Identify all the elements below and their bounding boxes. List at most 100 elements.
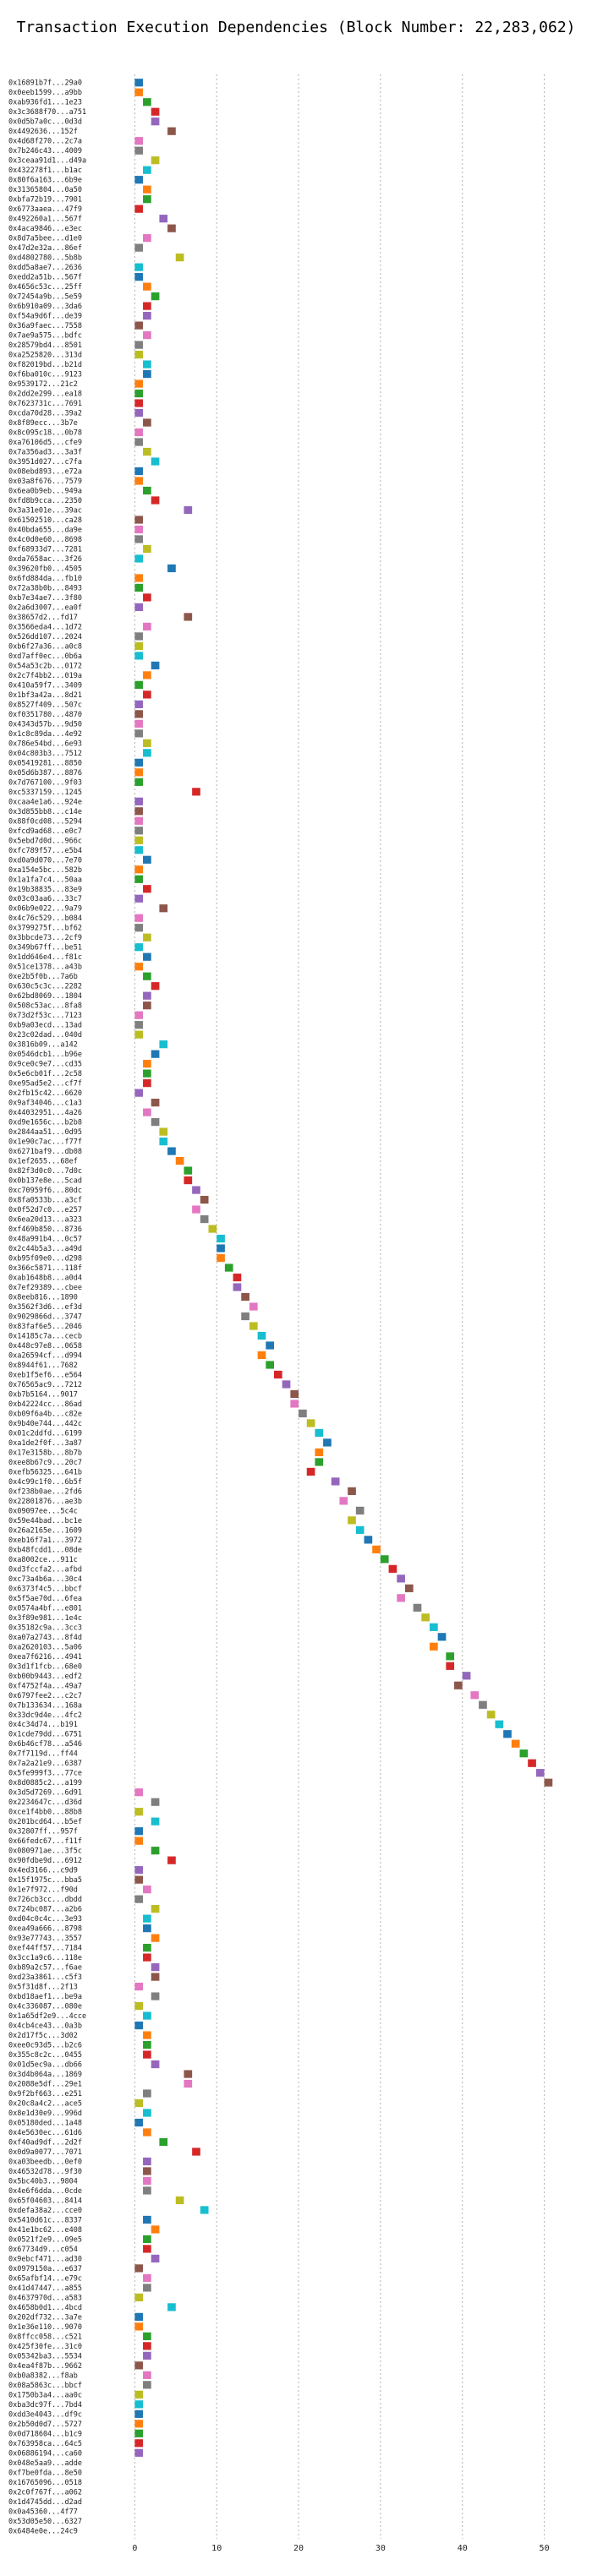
y-tick-label: 0x0b137e8e...5cad [8, 1177, 82, 1186]
y-tick-label: 0x4c34d74...b191 [8, 1721, 78, 1729]
y-tick-label: 0x508c53ac...8fa8 [8, 1002, 82, 1011]
dependency-bar [200, 2206, 209, 2214]
dependency-bar [479, 1700, 487, 1709]
dependency-bar [143, 418, 151, 427]
y-tick-label: 0x8eeb816...1890 [8, 1294, 78, 1302]
dependency-bar [192, 2148, 200, 2156]
dependency-bar [134, 535, 144, 543]
y-tick-label: 0x3d4b064a...1869 [8, 2071, 82, 2079]
y-tick-label: 0x4656c53c...25ff [8, 283, 82, 292]
dependency-bar [143, 360, 151, 368]
y-tick-label: 0x0574a4bf...e801 [8, 1604, 82, 1613]
dependency-bar [167, 224, 176, 232]
dependency-bar [134, 467, 144, 476]
dependency-bar [151, 1099, 160, 1107]
y-tick-label: 0xab1648b8...a0d4 [8, 1274, 82, 1283]
y-tick-label: 0xb09f6a4b...c82e [8, 1410, 82, 1418]
dependency-bar [134, 399, 144, 407]
dependency-bar [134, 846, 144, 854]
y-tick-label: 0xbfa72b19...7901 [8, 196, 82, 205]
y-tick-label: 0xd9e1656c...b2b8 [8, 1119, 82, 1127]
dependency-bar [233, 1283, 242, 1291]
y-tick-label: 0xc73a4b6a...30c4 [8, 1575, 82, 1584]
x-tick-label: 30 [375, 2544, 386, 2553]
y-tick-label: 0x17e3158b...8b7b [8, 1449, 82, 1457]
y-tick-label: 0x05419281...8850 [8, 759, 82, 767]
y-tick-label: 0x1ef2655...68ef [8, 1158, 78, 1166]
dependency-bar [495, 1720, 504, 1728]
y-tick-label: 0x0d718604...b1c9 [8, 2430, 82, 2438]
y-tick-label: 0x54a53c2b...0172 [8, 662, 82, 670]
y-tick-label: 0x08a5863c...bbcf [8, 2382, 82, 2390]
y-tick-label: 0x349b67ff...be51 [8, 944, 82, 952]
dependency-bar [159, 1138, 168, 1146]
x-tick-label: 40 [458, 2544, 468, 2553]
dependency-bar [151, 1817, 160, 1826]
dependency-bar [143, 302, 151, 310]
dependency-bar [134, 273, 144, 281]
dependency-bar [143, 2089, 151, 2098]
y-tick-label: 0xcaa4e1a6...924e [8, 798, 82, 806]
dependency-bar [143, 671, 151, 679]
y-tick-label: 0x0d9a0077...7071 [8, 2148, 82, 2157]
dependency-bar [143, 1914, 151, 1923]
y-tick-label: 0x6773aaea...47f9 [8, 205, 82, 214]
dependency-bar [290, 1389, 299, 1399]
y-tick-label: 0x080971ae...3f5c [8, 1847, 82, 1856]
dependency-bar [134, 428, 144, 437]
dependency-bar [134, 680, 144, 689]
dependency-bar [134, 146, 144, 155]
y-tick-label: 0xe95ad5e2...cf7f [8, 1080, 82, 1089]
y-tick-label: 0xf7be0fda...8e50 [8, 2469, 82, 2477]
dependency-bar [167, 2303, 176, 2311]
y-tick-label: 0x1c8c89da...4e92 [8, 730, 82, 739]
x-tick-label: 10 [211, 2544, 222, 2553]
y-tick-label: 0x2088e5df...29e1 [8, 2081, 82, 2089]
y-tick-label: 0x7a2a21e9...6387 [8, 1760, 82, 1768]
dependency-bar [143, 2273, 151, 2283]
dependency-bar [134, 924, 144, 932]
dependency-bar [134, 2439, 144, 2448]
dependency-bar [143, 2167, 151, 2175]
dependency-bar [134, 797, 144, 805]
dependency-bar [184, 1176, 193, 1185]
y-tick-label: 0xa03beedb...0ef0 [8, 2158, 82, 2166]
dependency-bar [159, 1040, 168, 1049]
y-tick-label: 0x201bcd64...b5ef [8, 1818, 82, 1826]
y-tick-label: 0x4aca9846...e3ec [8, 225, 82, 233]
y-tick-label: 0x3a31e01e...39ac [8, 506, 82, 515]
chart-title: Transaction Execution Dependencies (Bloc… [16, 19, 576, 36]
dependency-bar [175, 254, 184, 262]
dependency-bar [134, 2293, 144, 2301]
dependency-bar [151, 1798, 160, 1806]
y-tick-label: 0x16891b7f...29a0 [8, 79, 82, 88]
y-tick-label: 0x05180ded...1a48 [8, 2120, 82, 2128]
dependency-bar [200, 1195, 209, 1204]
dependency-bar [134, 2420, 144, 2428]
dependency-bar [143, 2342, 151, 2350]
y-tick-label: 0xd4802780...5b8b [8, 254, 82, 263]
dependency-bar [134, 865, 144, 874]
dependency-bar [143, 622, 151, 631]
dependency-bar [446, 1662, 455, 1670]
dependency-bar [249, 1322, 258, 1330]
y-tick-label: 0x59e44bad...bc1e [8, 1517, 82, 1525]
dependency-bar [134, 2001, 144, 2011]
dependency-bar [151, 1973, 160, 1981]
dependency-bar [184, 505, 193, 515]
dependency-bar [143, 2176, 151, 2186]
y-tick-label: 0xf68933d7...7281 [8, 545, 82, 554]
dependency-bar [364, 1536, 373, 1544]
y-tick-label: 0x8944f61...7682 [8, 1362, 78, 1370]
y-tick-label: 0x9ce0c9e7...cd35 [8, 1061, 82, 1069]
dependency-bar [315, 1458, 324, 1466]
y-tick-label: 0x41e1bc62...e408 [8, 2226, 82, 2235]
dependency-bar [217, 1253, 225, 1263]
dependency-bar [192, 788, 200, 796]
y-tick-label: 0x93e77743...3557 [8, 1935, 82, 1943]
bars-group [134, 79, 553, 2457]
y-tick-label: 0xba3dc97f...7bd4 [8, 2401, 82, 2410]
y-tick-label: 0xee8b67c9...20c7 [8, 1459, 82, 1467]
y-tick-label: 0x5bc40b3...9804 [8, 2177, 78, 2186]
